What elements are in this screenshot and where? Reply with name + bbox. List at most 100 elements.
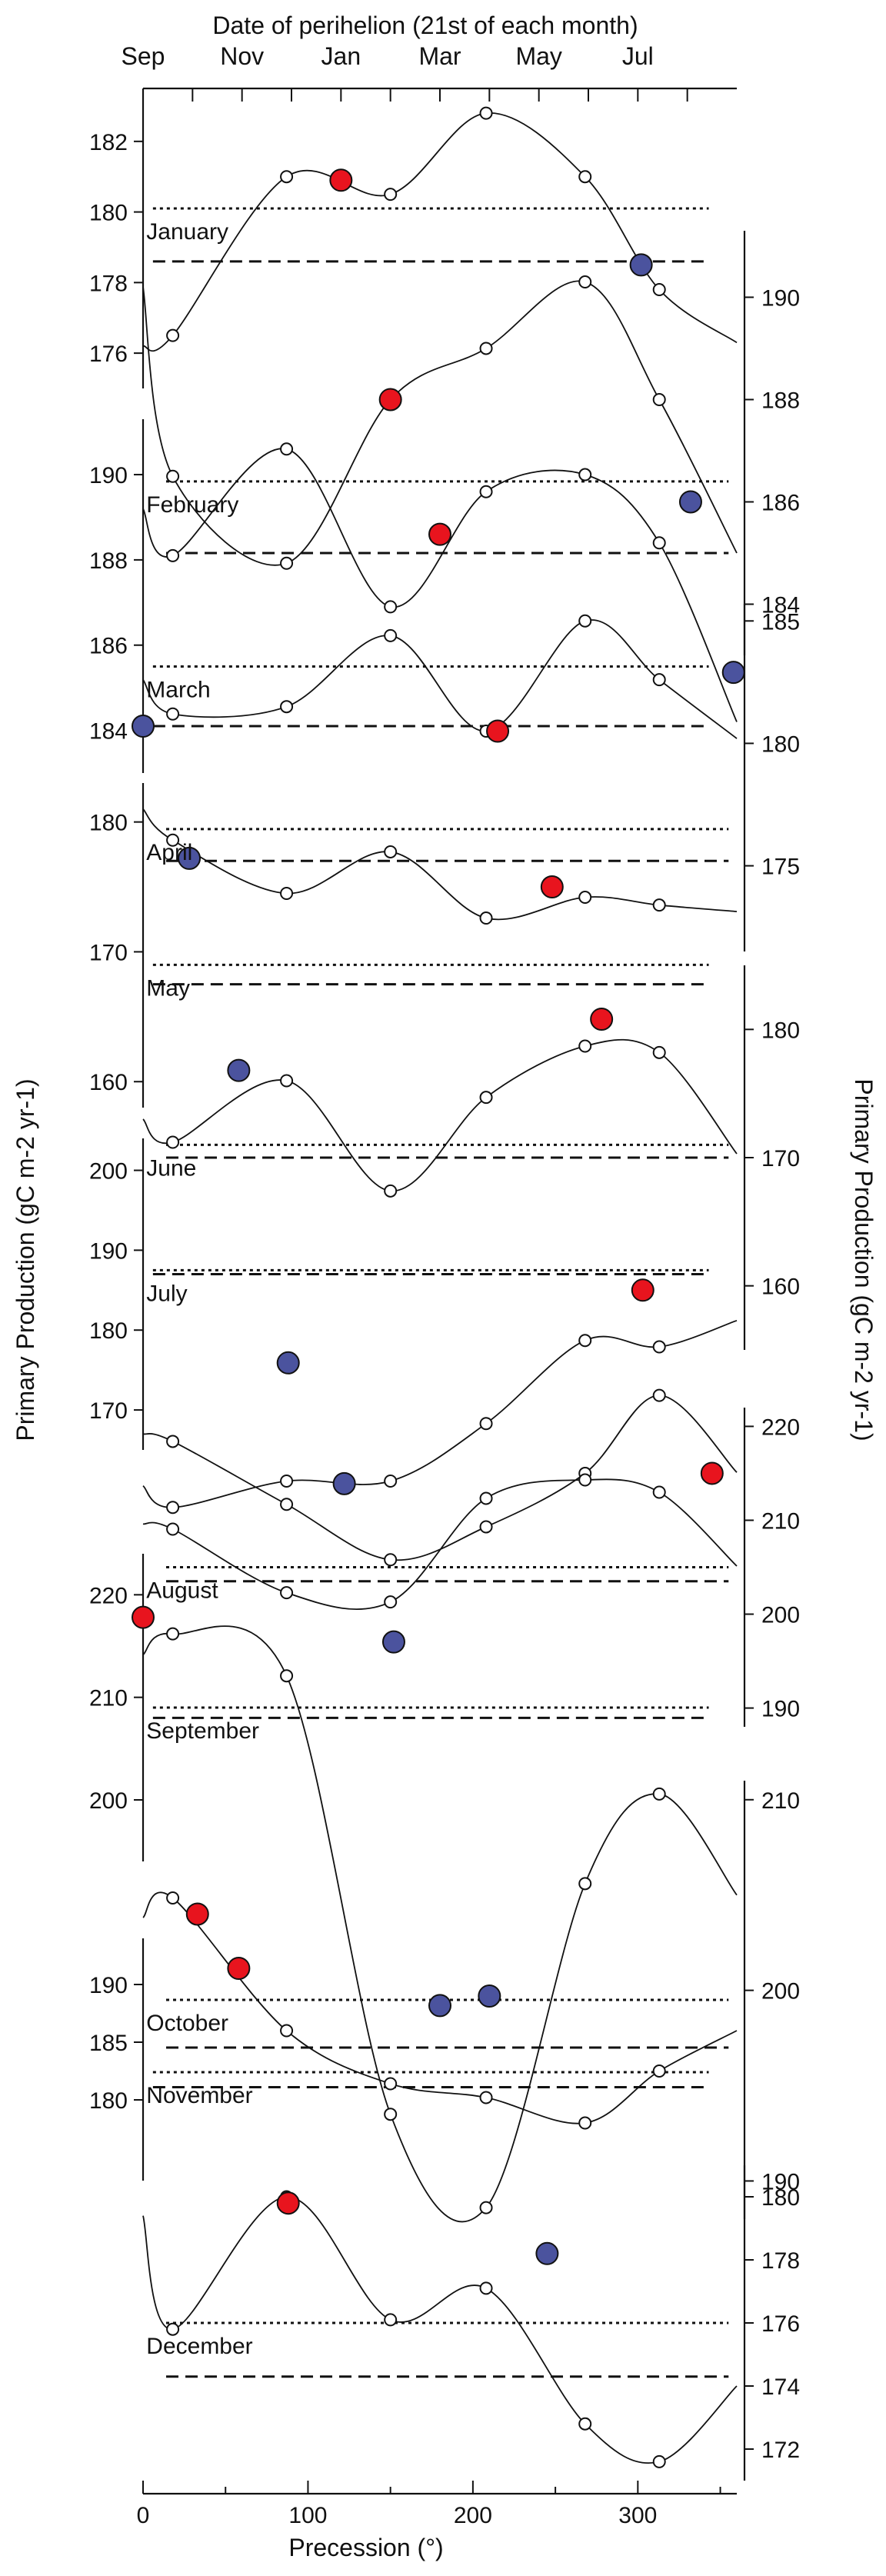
august-data-point <box>652 1388 666 1402</box>
february-data-point <box>652 392 666 406</box>
july-min-point <box>276 1351 300 1375</box>
december-y-tick-label: 174 <box>761 2374 800 2400</box>
october-y-tick-label: 200 <box>761 1979 800 2004</box>
december-data-point <box>652 2454 666 2468</box>
bottom-axis-tick-label: 0 <box>137 2503 150 2528</box>
april-data-point <box>384 628 398 642</box>
december-min-point <box>535 2241 559 2265</box>
september-max-point <box>132 1605 155 1629</box>
december-y-tick-label: 176 <box>761 2311 800 2337</box>
march-data-point <box>479 485 493 498</box>
september-data-point <box>384 1595 398 1609</box>
march-min-point <box>132 715 155 738</box>
december-curve <box>142 2196 738 2464</box>
january-min-point <box>629 253 653 277</box>
december-max-point <box>276 2191 300 2215</box>
april-data-point <box>578 614 592 628</box>
may-data-point <box>479 911 493 925</box>
may-data-point <box>384 845 398 858</box>
september-min-point <box>381 1630 405 1654</box>
february-y-tick-label: 188 <box>761 388 800 413</box>
september-month-label: September <box>146 1718 259 1744</box>
february-max-point <box>378 388 402 412</box>
march-y-tick-label: 186 <box>89 634 128 659</box>
july-max-point <box>631 1278 655 1302</box>
january-data-point <box>652 283 666 297</box>
april-min-point <box>721 661 745 685</box>
january-data-point <box>384 188 398 202</box>
september-data-point <box>652 1485 666 1499</box>
october-curve <box>142 1625 738 2223</box>
april-data-point <box>652 673 666 687</box>
august-data-point <box>166 1435 180 1448</box>
november-data-point <box>479 2091 493 2104</box>
july-month-label: July <box>146 1281 187 1306</box>
august-y-tick-label: 210 <box>761 1508 800 1534</box>
january-data-point <box>479 106 493 120</box>
may-y-tick-label: 160 <box>89 1070 128 1095</box>
top-axis-tick-label: Mar <box>418 42 461 70</box>
october-max-point <box>185 1902 209 1926</box>
september-data-point <box>479 1491 493 1505</box>
july-y-tick-label: 200 <box>89 1159 128 1185</box>
october-data-point <box>384 2108 398 2121</box>
january-month-label: January <box>146 219 228 245</box>
june-data-point <box>479 1091 493 1105</box>
february-data-point <box>166 469 180 483</box>
september-y-tick-label: 220 <box>89 1583 128 1608</box>
april-y-tick-label: 175 <box>761 855 800 880</box>
july-data-point <box>384 1475 398 1488</box>
october-month-label: October <box>146 2011 228 2036</box>
october-data-point <box>652 1787 666 1801</box>
may-month-label: May <box>146 975 190 1001</box>
june-data-point <box>578 1039 592 1053</box>
january-data-point <box>280 170 294 184</box>
may-curve <box>142 808 738 921</box>
may-max-point <box>540 875 564 899</box>
november-y-tick-label: 180 <box>89 2088 128 2114</box>
august-y-tick-label: 190 <box>761 1697 800 1722</box>
april-y-tick-label: 180 <box>761 731 800 757</box>
december-y-tick-label: 178 <box>761 2248 800 2274</box>
y-axis-label-right: Primary Production (gC m-2 yr-1) <box>850 1078 878 1441</box>
august-max-point <box>700 1461 724 1485</box>
september-curve <box>142 1478 738 1611</box>
y-axis-label-left: Primary Production (gC m-2 yr-1) <box>12 1078 39 1441</box>
january-data-point <box>578 170 592 184</box>
may-y-tick-label: 170 <box>89 940 128 965</box>
may-data-point <box>578 891 592 905</box>
august-data-point <box>280 1498 294 1511</box>
january-curve <box>142 112 738 352</box>
june-y-tick-label: 170 <box>761 1146 800 1171</box>
january-y-tick-label: 176 <box>89 342 128 367</box>
april-curve <box>142 619 738 739</box>
june-data-point <box>652 1045 666 1059</box>
december-y-tick-label: 172 <box>761 2438 800 2463</box>
axes-layer <box>134 87 754 2495</box>
february-y-tick-label: 190 <box>761 285 800 311</box>
february-y-tick-label: 186 <box>761 490 800 515</box>
august-data-point <box>384 1553 398 1567</box>
january-max-point <box>329 168 353 192</box>
points-layer <box>132 106 745 2468</box>
january-y-tick-label: 182 <box>89 130 128 155</box>
march-max-point <box>428 522 451 546</box>
december-data-point <box>384 2313 398 2327</box>
bottom-axis-tick-label: 300 <box>618 2503 657 2528</box>
august-min-point <box>332 1471 356 1495</box>
april-max-point <box>486 719 510 743</box>
december-y-tick-label: 180 <box>761 2185 800 2211</box>
march-y-tick-label: 188 <box>89 548 128 574</box>
june-month-label: June <box>146 1155 196 1181</box>
x-axis-label: Precession (°) <box>288 2534 443 2561</box>
january-y-tick-label: 180 <box>89 201 128 226</box>
bottom-axis-tick-label: 200 <box>454 2503 492 2528</box>
may-y-tick-label: 180 <box>89 811 128 836</box>
november-data-point <box>280 2024 294 2038</box>
july-data-point <box>578 1334 592 1348</box>
july-data-point <box>166 1501 180 1515</box>
december-data-point <box>166 2322 180 2336</box>
june-data-point <box>384 1184 398 1198</box>
march-data-point <box>166 548 180 562</box>
